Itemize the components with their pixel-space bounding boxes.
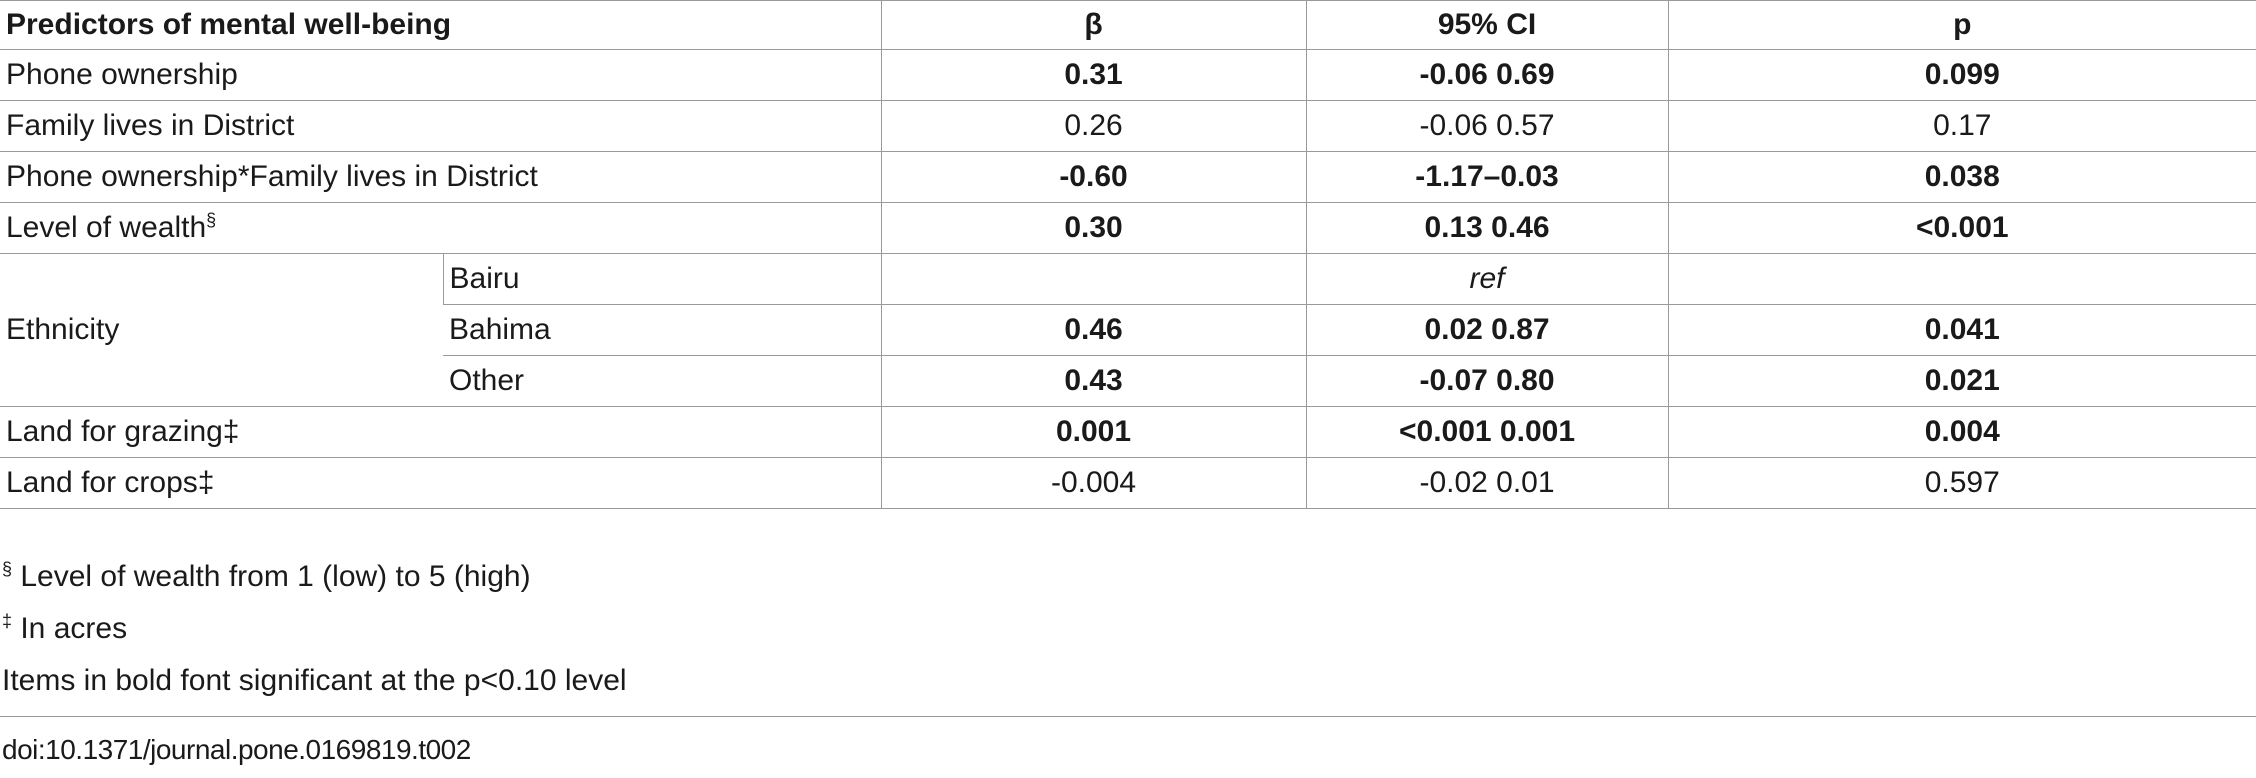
predictor-cell: Level of wealth§: [0, 202, 882, 254]
subgroup-cell: Other: [443, 355, 882, 407]
subgroup-cell: Bahima: [443, 304, 882, 356]
footnote-bold: Items in bold font significant at the p<…: [2, 664, 627, 697]
table-row: Family lives in District 0.26 -0.06 0.57…: [0, 100, 2256, 152]
p-cell: <0.001: [1667, 202, 2256, 254]
ci-cell: -0.02 0.01: [1305, 457, 1669, 509]
p-cell: 0.038: [1667, 151, 2256, 203]
footnote-mark: §: [206, 210, 217, 230]
ci-cell: -1.17–0.03: [1305, 151, 1669, 203]
table-header-row: Predictors of mental well-being β 95% CI…: [0, 0, 2256, 50]
beta-cell: 0.43: [880, 355, 1307, 407]
beta-cell: -0.004: [880, 457, 1307, 509]
p-cell: 0.099: [1667, 49, 2256, 101]
predictor-cell: Phone ownership*Family lives in District: [0, 151, 882, 203]
footnote-mark: §: [2, 559, 13, 579]
regression-table: Predictors of mental well-being β 95% CI…: [0, 0, 2256, 509]
header-p: p: [1667, 0, 2256, 50]
predictor-cell: Family lives in District: [0, 100, 882, 152]
beta-cell: [880, 253, 1307, 305]
table-row: Land for grazing‡ 0.001 <0.001 0.001 0.0…: [0, 406, 2256, 458]
p-cell: 0.17: [1667, 100, 2256, 152]
footnote-wealth: § Level of wealth from 1 (low) to 5 (hig…: [2, 559, 531, 593]
divider: [0, 716, 2256, 717]
predictor-cell: Land for grazing‡: [0, 406, 882, 458]
footnote-text: Level of wealth from 1 (low) to 5 (high): [12, 560, 531, 593]
predictor-cell: Phone ownership: [0, 49, 882, 101]
beta-cell: 0.46: [880, 304, 1307, 356]
ci-cell: -0.07 0.80: [1305, 355, 1669, 407]
table-row: Level of wealth§ 0.30 0.13 0.46 <0.001: [0, 202, 2256, 254]
table-row: Other 0.43 -0.07 0.80 0.021: [0, 355, 2256, 407]
p-cell: 0.041: [1667, 304, 2256, 356]
predictor-cell: Land for crops‡: [0, 457, 882, 509]
table-row: Land for crops‡ -0.004 -0.02 0.01 0.597: [0, 457, 2256, 509]
beta-cell: -0.60: [880, 151, 1307, 203]
predictor-label: Level of wealth: [6, 211, 207, 244]
doi-link[interactable]: doi:10.1371/journal.pone.0169819.t002: [2, 734, 471, 765]
footnote-mark: ‡: [2, 611, 13, 631]
beta-cell: 0.31: [880, 49, 1307, 101]
footnote-acres: ‡ In acres: [2, 611, 128, 645]
table-row: Phone ownership*Family lives in District…: [0, 151, 2256, 203]
table-row: Bahima 0.46 0.02 0.87 0.041: [0, 304, 2256, 356]
p-cell: 0.004: [1667, 406, 2256, 458]
table-row: Phone ownership 0.31 -0.06 0.69 0.099: [0, 49, 2256, 101]
header-predictors: Predictors of mental well-being: [0, 0, 882, 50]
p-cell: [1667, 253, 2256, 305]
ci-cell: -0.06 0.57: [1305, 100, 1669, 152]
p-cell: 0.597: [1667, 457, 2256, 509]
subgroup-cell: Bairu: [442, 253, 882, 305]
ci-cell: 0.13 0.46: [1305, 202, 1669, 254]
beta-cell: 0.001: [880, 406, 1307, 458]
ci-cell: <0.001 0.001: [1305, 406, 1669, 458]
ethnicity-cell: Ethnicity: [0, 253, 443, 407]
ci-cell: 0.02 0.87: [1305, 304, 1669, 356]
p-cell: 0.021: [1667, 355, 2256, 407]
footnote-text: In acres: [12, 612, 128, 645]
table-row: Ethnicity Bairu ref: [0, 253, 2256, 407]
header-ci: 95% CI: [1305, 0, 1669, 50]
ci-cell: -0.06 0.69: [1305, 49, 1669, 101]
header-beta: β: [880, 0, 1307, 50]
beta-cell: 0.26: [880, 100, 1307, 152]
ci-cell: ref: [1305, 253, 1669, 305]
beta-cell: 0.30: [880, 202, 1307, 254]
